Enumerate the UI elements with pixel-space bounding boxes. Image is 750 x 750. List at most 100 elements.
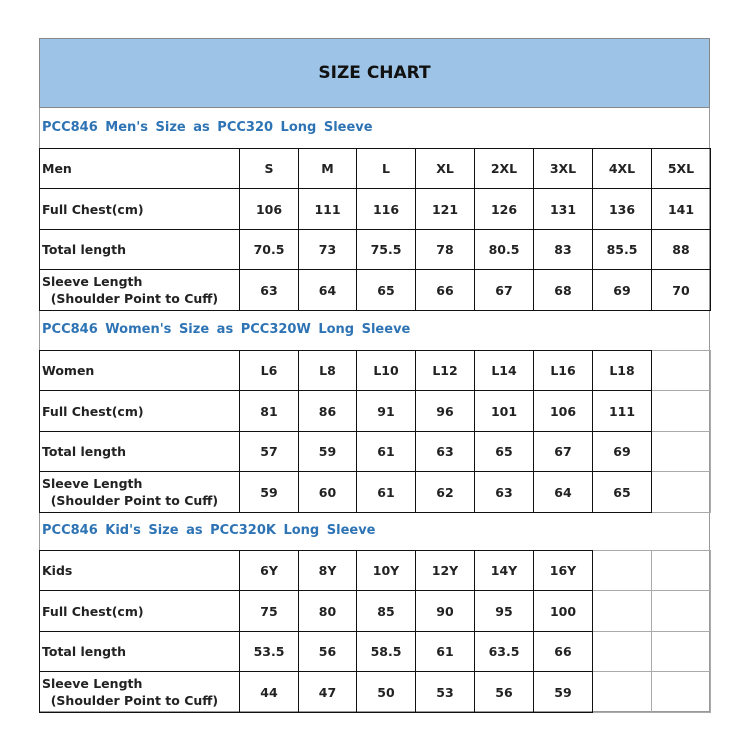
men-row-label: Full Chest(cm) [39,188,240,230]
kids-table-cell [651,590,711,632]
kids-table-cell: 6Y [239,550,299,591]
kids-table-cell: 12Y [415,550,475,591]
men-row-label: Sleeve Length (Shoulder Point to Cuff) [39,269,240,311]
kids-table-cell: 66 [533,631,593,672]
women-table-cell: 111 [592,390,652,432]
women-table-cell: 64 [533,471,593,513]
women-table-cell: 61 [356,431,416,472]
men-row-label: Men [39,148,240,189]
women-table-cell: 65 [474,431,534,472]
women-table-cell: 60 [298,471,357,513]
kids-row-label: Sleeve Length (Shoulder Point to Cuff) [39,671,240,713]
kids-table-cell [592,550,652,591]
women-table-cell: 91 [356,390,416,432]
men-table-cell: 106 [239,188,299,230]
women-table-cell: L10 [356,350,416,391]
men-table-cell: 85.5 [592,229,652,270]
women-table-cell: L6 [239,350,299,391]
section-title-kids: PCC846 Kid's Size as PCC320K Long Sleeve [42,523,376,538]
kids-table-cell: 50 [356,671,416,713]
kids-table-cell [592,671,652,713]
men-table-cell: 64 [298,269,357,311]
men-table-cell: 75.5 [356,229,416,270]
men-table-cell: 80.5 [474,229,534,270]
kids-table-cell [651,671,711,713]
women-table-cell: L16 [533,350,593,391]
section-title-men: PCC846 Men's Size as PCC320 Long Sleeve [42,120,373,135]
women-table-cell: L8 [298,350,357,391]
men-table-cell: 66 [415,269,475,311]
women-table-cell: 67 [533,431,593,472]
kids-table-cell: 85 [356,590,416,632]
men-table-cell: 5XL [651,148,711,189]
women-table-cell: 59 [239,471,299,513]
men-table-cell: L [356,148,416,189]
kids-table-cell: 58.5 [356,631,416,672]
kids-row-label: Total length [39,631,240,672]
men-table-cell: 70.5 [239,229,299,270]
women-table-cell [651,471,711,513]
women-table-cell: 101 [474,390,534,432]
women-table-cell: L12 [415,350,475,391]
kids-table-cell: 80 [298,590,357,632]
kids-table-cell: 56 [298,631,357,672]
women-row-label: Full Chest(cm) [39,390,240,432]
women-table-cell: L18 [592,350,652,391]
women-row-label: Sleeve Length (Shoulder Point to Cuff) [39,471,240,513]
women-table-cell: 63 [415,431,475,472]
men-table-cell: 126 [474,188,534,230]
men-table-cell: S [239,148,299,189]
kids-table-cell [651,550,711,591]
men-table-cell: 111 [298,188,357,230]
kids-table-cell: 75 [239,590,299,632]
kids-table-cell: 59 [533,671,593,713]
kids-table-cell: 14Y [474,550,534,591]
men-table-cell: 63 [239,269,299,311]
kids-table-cell [592,590,652,632]
men-table-cell: 67 [474,269,534,311]
men-table-cell: XL [415,148,475,189]
women-table-cell: 86 [298,390,357,432]
women-table-cell: 65 [592,471,652,513]
women-table-cell: L14 [474,350,534,391]
men-table-cell: 2XL [474,148,534,189]
men-table-cell: 78 [415,229,475,270]
women-table-cell: 62 [415,471,475,513]
men-table-cell: 69 [592,269,652,311]
women-table-cell [651,350,711,391]
kids-table-cell [651,631,711,672]
men-table-cell: 141 [651,188,711,230]
kids-table-cell [592,631,652,672]
men-table-cell: 136 [592,188,652,230]
women-table-cell [651,390,711,432]
kids-row-label: Kids [39,550,240,591]
kids-table-cell: 16Y [533,550,593,591]
women-table-cell: 59 [298,431,357,472]
women-table-cell [651,431,711,472]
section-title-women: PCC846 Women's Size as PCC320W Long Slee… [42,322,411,337]
kids-table-cell: 61 [415,631,475,672]
men-table-cell: 4XL [592,148,652,189]
women-table-cell: 61 [356,471,416,513]
men-table-cell: 3XL [533,148,593,189]
men-table-cell: 121 [415,188,475,230]
chart-title: SIZE CHART [39,38,710,108]
kids-table-cell: 53.5 [239,631,299,672]
kids-table-cell: 53 [415,671,475,713]
women-table-cell: 81 [239,390,299,432]
kids-table-cell: 95 [474,590,534,632]
men-table-cell: 116 [356,188,416,230]
women-table-cell: 106 [533,390,593,432]
women-table-cell: 63 [474,471,534,513]
kids-table-cell: 47 [298,671,357,713]
men-table-cell: 70 [651,269,711,311]
men-table-cell: 131 [533,188,593,230]
kids-table-cell: 8Y [298,550,357,591]
kids-table-cell: 63.5 [474,631,534,672]
women-table-cell: 96 [415,390,475,432]
kids-table-cell: 44 [239,671,299,713]
women-row-label: Total length [39,431,240,472]
men-table-cell: M [298,148,357,189]
men-row-label: Total length [39,229,240,270]
kids-table-cell: 56 [474,671,534,713]
